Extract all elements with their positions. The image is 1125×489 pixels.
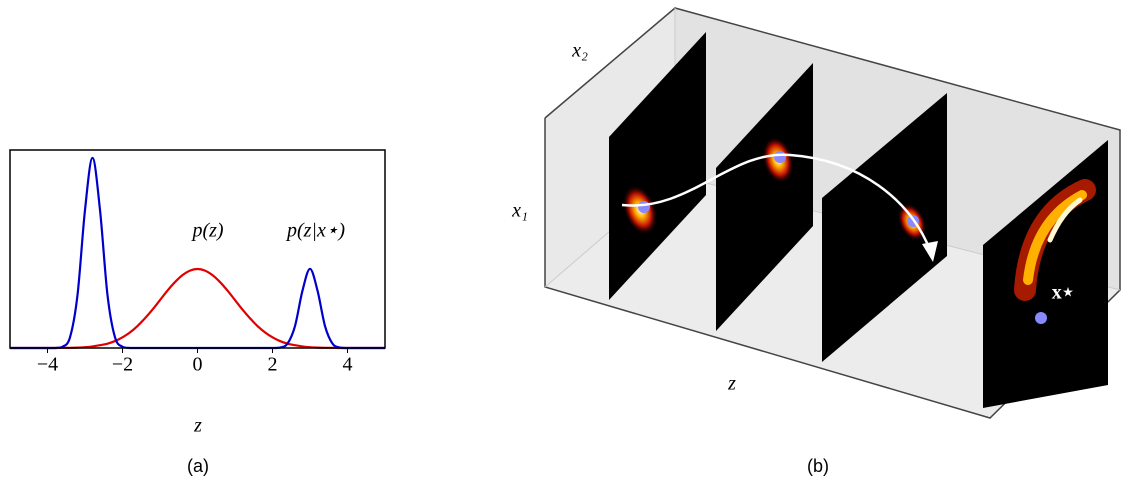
density-crescent: [1023, 190, 1087, 285]
sample-point: [774, 151, 786, 163]
observed-point: [1035, 312, 1047, 324]
caption: (b): [807, 456, 829, 476]
x-tick-label: −2: [112, 354, 133, 376]
density-crescent: [1047, 197, 1083, 243]
annotation: p(z): [190, 220, 223, 242]
slice: [716, 63, 813, 331]
slice: [822, 93, 947, 362]
line-series: [10, 156, 385, 350]
x-tick-label: 4: [343, 354, 353, 376]
x-tick-label: 2: [268, 354, 278, 376]
chart-a: −4 −2 0 2 4 p(z) p(z|x⋆): [9, 149, 386, 376]
axis-label: x₁: [511, 200, 528, 222]
sample-point: [638, 201, 650, 213]
axis-label: z: [727, 373, 736, 395]
slice: [609, 32, 706, 300]
point-label: x⋆: [1052, 282, 1075, 304]
trajectory-arrow: [621, 153, 932, 251]
x-axis-label: z: [193, 415, 202, 437]
plot-frame: [9, 149, 386, 349]
panel-b: x₂ x₁ z x⋆ (b): [511, 7, 1121, 476]
x-tick-label: 0: [193, 354, 203, 376]
caption: (a): [187, 456, 209, 476]
annotation: p(z|x⋆): [285, 220, 345, 242]
x-tick-label: −4: [37, 354, 58, 376]
axis-label: x₂: [571, 40, 588, 62]
arrow-head: [922, 241, 938, 262]
